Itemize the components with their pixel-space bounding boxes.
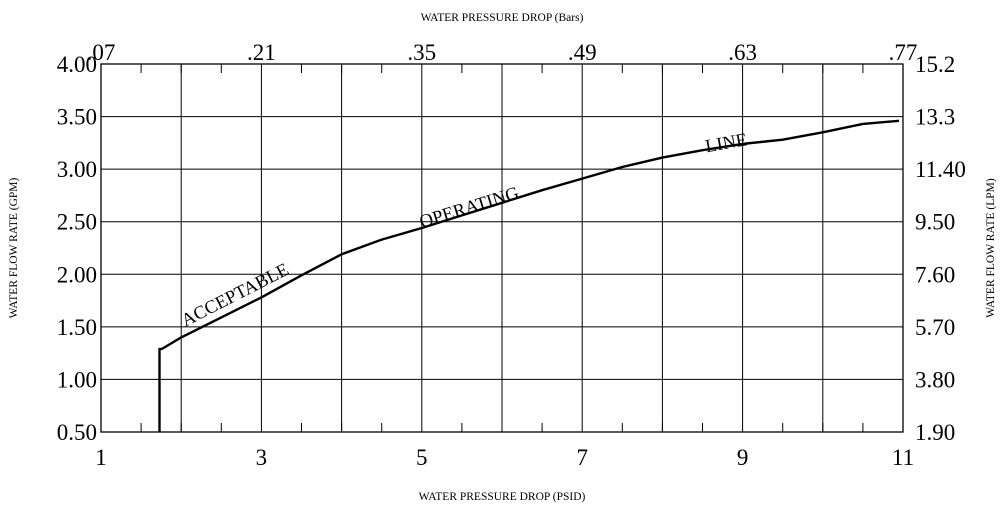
y-tick-label: 2.00 — [57, 262, 97, 287]
y2-axis-title: WATER FLOW RATE (LPM) — [985, 178, 997, 318]
y-tick-label: 2.50 — [57, 210, 97, 235]
x-tick-label: 3 — [256, 445, 268, 470]
x2-tick-label: .07 — [87, 40, 116, 65]
x2-tick-label: .49 — [568, 40, 597, 65]
x2-tick-label: .21 — [247, 40, 276, 65]
x-tick-label: 11 — [892, 445, 914, 470]
y2-tick-label: 15.2 — [915, 52, 955, 77]
x2-tick-label: .63 — [728, 40, 757, 65]
ticks-layer — [140, 64, 864, 432]
y2-tick-label: 7.60 — [915, 262, 955, 287]
y-tick-label: 4.00 — [57, 52, 97, 77]
y-axis-title: WATER FLOW RATE (GPM) — [8, 178, 20, 319]
y-tick-label: 3.50 — [57, 105, 97, 130]
curve-annotation: ACCEPTABLE — [178, 260, 292, 331]
y-tick-label: 3.00 — [57, 157, 97, 182]
x2-tick-label: .77 — [889, 40, 918, 65]
y-tick-label: 0.50 — [57, 420, 97, 445]
x-tick-label: 1 — [95, 445, 107, 470]
y2-tick-label: 13.3 — [915, 105, 955, 130]
plot-frame — [100, 63, 904, 433]
tick-labels-layer: 1 3 5 7 9 11 .07 .21 .35 .49 .63 .77 0.50 1.00 1.50 2.0… — [57, 40, 966, 470]
x-tick-label: 9 — [737, 445, 749, 470]
y2-tick-label: 1.90 — [915, 420, 955, 445]
y2-tick-label: 3.80 — [915, 367, 955, 392]
curve-annotation: OPERATING — [417, 184, 521, 233]
y2-tick-label: 11.40 — [915, 157, 966, 182]
x-tick-label: 5 — [416, 445, 428, 470]
x-tick-label: 7 — [576, 445, 588, 470]
y2-tick-label: 9.50 — [915, 210, 955, 235]
x2-tick-label: .35 — [407, 40, 436, 65]
x-axis-title: WATER PRESSURE DROP (PSID) — [419, 491, 586, 503]
y-tick-label: 1.00 — [57, 367, 97, 392]
series-line-operating-curve — [158, 119, 900, 432]
x2-axis-title: WATER PRESSURE DROP (Bars) — [421, 12, 584, 24]
grid-layer — [100, 63, 904, 433]
y2-tick-label: 5.70 — [915, 315, 955, 340]
y-tick-label: 1.50 — [57, 315, 97, 340]
